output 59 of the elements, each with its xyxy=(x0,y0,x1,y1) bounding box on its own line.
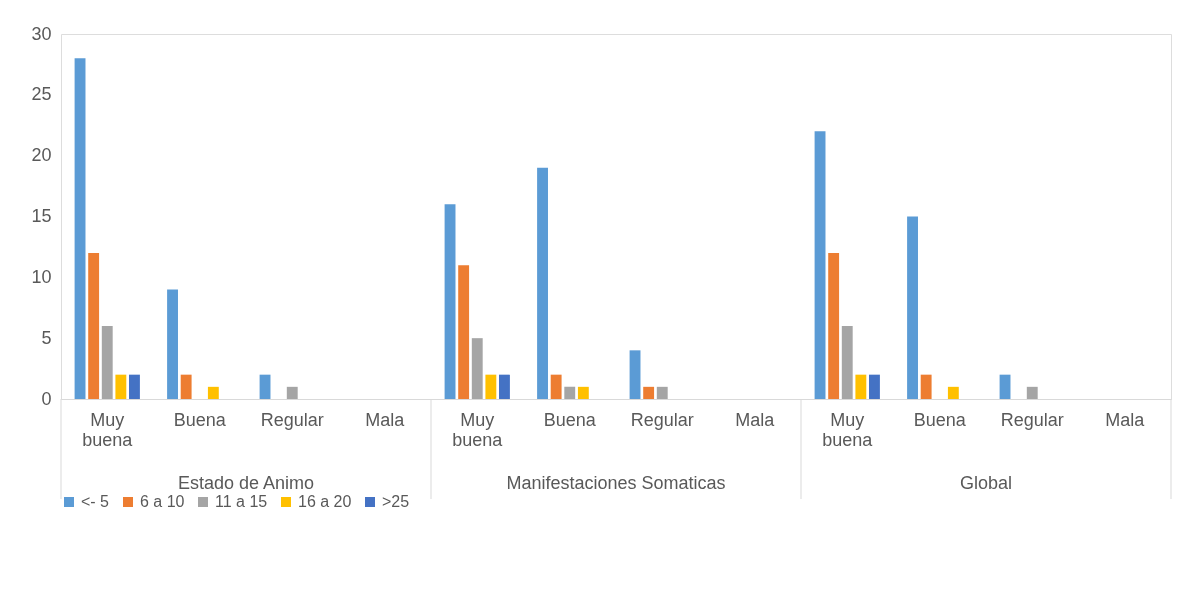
x-tick-label: Regular xyxy=(630,409,694,430)
x-tick-label: Muy buena xyxy=(822,409,874,450)
y-tick-label: 5 xyxy=(41,327,52,348)
bar xyxy=(286,386,298,399)
bar xyxy=(115,374,127,399)
y-tick-label: 25 xyxy=(31,84,52,105)
bar xyxy=(180,374,192,399)
bar xyxy=(841,326,853,399)
bar xyxy=(643,386,655,399)
x-tick-label: Mala xyxy=(365,409,406,430)
bar xyxy=(629,350,641,399)
text: Manifestaciones Somaticas xyxy=(506,473,726,493)
legend-label: 16 a 20 xyxy=(298,493,352,510)
bar xyxy=(656,386,668,399)
y-tick-label: 20 xyxy=(31,145,52,166)
x-tick-label: Regular xyxy=(1000,409,1064,430)
x-tick-label: Muy buena xyxy=(452,409,504,450)
y-tick-label: 10 xyxy=(31,266,52,287)
bar xyxy=(88,253,100,399)
bar xyxy=(550,374,562,399)
text: Estado de Animo xyxy=(177,473,315,493)
x-tick-label: Mala xyxy=(735,409,776,430)
legend-label: 6 a 10 xyxy=(140,493,185,510)
bar xyxy=(458,265,470,399)
bar xyxy=(101,326,113,399)
bar xyxy=(869,374,880,399)
bar xyxy=(259,374,271,399)
bar xyxy=(444,204,456,399)
bar xyxy=(167,289,178,399)
bar xyxy=(947,386,959,399)
x-tick-label: Mala xyxy=(1105,409,1146,430)
bar xyxy=(814,131,826,399)
bar xyxy=(485,374,497,399)
bar xyxy=(855,374,867,399)
legend-label: >25 xyxy=(382,493,410,510)
bar xyxy=(907,216,918,399)
y-tick-label: 0 xyxy=(41,388,52,409)
bar xyxy=(74,58,86,399)
x-tick-label: Regular xyxy=(260,409,324,430)
bar xyxy=(1026,386,1038,399)
legend-label: <- 5 xyxy=(81,493,110,510)
bar xyxy=(129,374,140,399)
bar xyxy=(207,386,219,399)
x-tick-label: Buena xyxy=(913,409,967,430)
bar xyxy=(999,374,1011,399)
bar xyxy=(537,167,548,399)
bar xyxy=(471,338,483,399)
bar xyxy=(828,253,840,399)
bar xyxy=(577,386,589,399)
y-tick-label: 15 xyxy=(31,206,52,226)
x-tick-label: Buena xyxy=(173,409,227,430)
bar xyxy=(564,386,576,399)
bar xyxy=(499,374,510,399)
x-tick-label: Muy buena xyxy=(82,409,134,450)
x-tick-label: Buena xyxy=(543,409,597,430)
text: Global xyxy=(959,473,1013,493)
legend-label: 11 a 15 xyxy=(215,493,268,510)
y-tick-label: 30 xyxy=(31,23,52,44)
bar xyxy=(920,374,932,399)
